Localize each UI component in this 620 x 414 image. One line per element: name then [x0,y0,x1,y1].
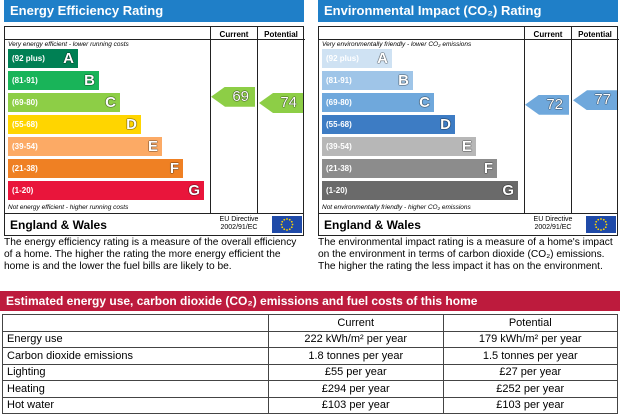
estimates-table: Current Potential Energy use 222 kWh/m² p… [2,314,618,414]
band-range-label: (81-91) [326,76,352,85]
cell-label: Hot water [2,396,269,414]
table-row: Carbon dioxide emissions 1.8 tonnes per y… [2,347,618,365]
environment-potential-rating: 77 [573,90,617,111]
environment-bottom-note: Not environmentally friendly - higher CO… [322,204,471,211]
cell-current: £294 per year [268,380,444,398]
energy-potential-rating: 74 [259,93,303,113]
potential-column-header: Potential [442,314,618,332]
band-range-label: (1-20) [326,186,348,195]
table-row: Lighting £55 per year £27 per year [2,363,618,381]
environment-potential-heading: Potential [578,30,612,39]
band-range-label: (69-80) [326,98,352,107]
band-range-label: (55-68) [326,120,352,129]
band-range-label: (81-91) [12,76,38,85]
energy-band-e: (39-54) E [8,137,162,156]
cell-label: Energy use [2,330,269,348]
energy-band-d: (55-68) D [8,115,141,134]
cell-potential: 179 kWh/m² per year [442,330,618,348]
environment-top-note: Very environmentally friendly - lower CO… [322,41,472,48]
band-range-label: (92 plus) [12,54,45,63]
environment-band-d: (55-68) D [322,115,455,134]
environment-band-a: (92 plus) A [322,49,392,68]
cell-label: Lighting [2,363,269,381]
environmental-impact-title: Environmental Impact (CO₂) Rating [318,0,618,22]
environment-band-g: (1-20) G [322,181,518,200]
cell-potential: £103 per year [442,396,618,414]
band-letter: F [169,160,179,177]
cell-current: 1.8 tonnes per year [268,347,444,365]
cell-label: Carbon dioxide emissions [2,347,269,365]
band-range-label: (21-38) [326,164,352,173]
band-range-label: (92 plus) [326,54,359,63]
environment-band-c: (69-80) C [322,93,434,112]
cell-potential: 1.5 tonnes per year [442,347,618,365]
band-range-label: (21-38) [12,164,38,173]
environment-footer: England & Wales EU Directive 2002/91/EC [318,214,618,236]
band-range-label: (55-68) [12,120,38,129]
energy-description: The energy efficiency rating is a measur… [4,237,297,272]
cell-current: 222 kWh/m² per year [268,330,444,348]
environment-current-heading: Current [533,30,563,39]
energy-band-a: (92 plus) A [8,49,78,68]
energy-region: England & Wales [10,218,107,232]
eu-flag-icon [586,216,616,233]
energy-efficiency-title: Energy Efficiency Rating [4,0,304,22]
environment-region: England & Wales [324,218,421,232]
energy-band-b: (81-91) B [8,71,99,90]
band-letter: C [105,94,116,111]
environment-band-e: (39-54) E [322,137,476,156]
energy-current-heading: Current [219,30,249,39]
energy-band-f: (21-38) F [8,159,183,178]
cell-potential: £252 per year [442,380,618,398]
environment-directive: EU Directive 2002/91/EC [533,216,573,231]
table-header-row: Current Potential [2,314,618,332]
table-row: Energy use 222 kWh/m² per year 179 kWh/m² … [2,330,618,348]
environmental-impact-chart: Current Potential Very environmentally f… [318,26,619,214]
band-range-label: (69-80) [12,98,38,107]
band-letter: D [440,116,451,133]
energy-band-g: (1-20) G [8,181,204,200]
band-range-label: (1-20) [12,186,34,195]
band-letter: B [84,72,95,89]
band-letter: D [126,116,137,133]
current-column-header: Current [268,314,444,332]
empty-header [2,314,269,332]
eu-flag-icon [272,216,302,233]
band-letter: F [483,160,493,177]
environment-band-f: (21-38) F [322,159,497,178]
estimates-title: Estimated energy use, carbon dioxide (CO… [0,291,620,311]
energy-directive: EU Directive 2002/91/EC [219,216,259,231]
environment-description: The environmental impact rating is a mea… [318,237,613,272]
cell-current: £55 per year [268,363,444,381]
band-letter: B [398,72,409,89]
band-range-label: (39-54) [326,142,352,151]
energy-footer: England & Wales EU Directive 2002/91/EC [4,214,304,236]
environment-current-rating: 72 [525,94,569,115]
band-letter: G [502,182,514,199]
cell-label: Heating [2,380,269,398]
band-letter: C [419,94,430,111]
energy-potential-heading: Potential [264,30,298,39]
energy-top-note: Very energy efficient - lower running co… [8,41,129,48]
environment-band-b: (81-91) B [322,71,413,90]
table-row: Hot water £103 per year £103 per year [2,396,618,414]
cell-potential: £27 per year [442,363,618,381]
table-row: Heating £294 per year £252 per year [2,380,618,398]
band-letter: G [188,182,200,199]
band-letter: A [63,50,74,67]
energy-current-rating: 69 [211,86,255,107]
band-letter: E [147,138,158,155]
energy-bottom-note: Not energy efficient - higher running co… [8,204,129,211]
energy-efficiency-chart: Current Potential Very energy efficient … [4,26,305,214]
cell-current: £103 per year [268,396,444,414]
energy-band-c: (69-80) C [8,93,120,112]
band-range-label: (39-54) [12,142,38,151]
band-letter: A [377,50,388,67]
band-letter: E [461,138,472,155]
